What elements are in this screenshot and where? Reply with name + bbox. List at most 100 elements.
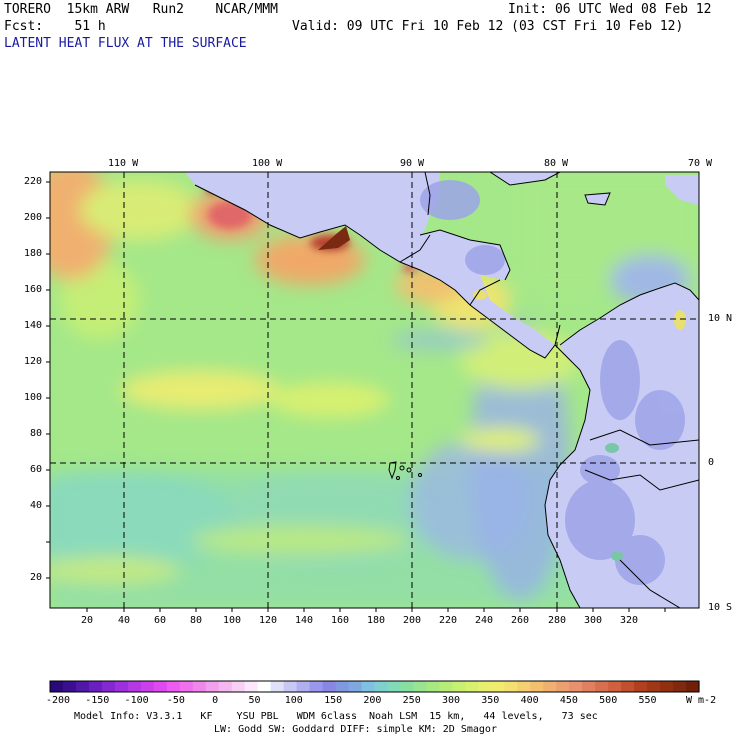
colorbar-swatch — [244, 681, 259, 692]
lon-label-80w: 80 W — [544, 158, 569, 169]
x-tick-label: 60 — [154, 615, 167, 626]
colorbar-swatch — [114, 681, 129, 692]
colorbar-units: W m-2 — [686, 695, 717, 706]
x-tick-label: 300 — [584, 615, 603, 626]
lon-label-70w: 70 W — [688, 158, 713, 169]
map-frame — [49, 171, 700, 609]
valid-time: Valid: 09 UTC Fri 10 Feb 12 (03 CST Fri … — [292, 19, 684, 34]
colorbar-swatch — [348, 681, 363, 692]
colorbar-swatch — [179, 681, 194, 692]
colorbar-swatch — [686, 681, 700, 692]
colorbar-swatch — [465, 681, 479, 692]
colorbar-swatch — [296, 681, 311, 692]
land-texture — [420, 180, 685, 585]
x-tick-label: 280 — [548, 615, 567, 626]
colorbar-label: 150 — [324, 695, 343, 706]
colorbar-swatch — [218, 681, 233, 692]
colorbar-swatch — [361, 681, 376, 692]
lat-lon-grid — [50, 172, 699, 608]
colorbar-swatch — [478, 681, 492, 692]
colorbar-swatch — [491, 681, 505, 692]
colorbar-swatch — [50, 681, 64, 692]
colorbar-swatch — [517, 681, 531, 692]
colorbar-swatch — [257, 681, 272, 692]
colorbar-swatch — [322, 681, 337, 692]
lat-label-10n: 10 N — [708, 313, 733, 324]
colorbar-swatch — [673, 681, 687, 692]
y-tick-label: 100 — [24, 392, 43, 403]
colorbar-label: 100 — [284, 695, 303, 706]
colorbar-swatch — [101, 681, 116, 692]
colorbar-swatch — [426, 681, 440, 692]
colorbar-swatch — [530, 681, 544, 692]
x-tick-label: 40 — [118, 615, 131, 626]
colorbar-label: -150 — [85, 695, 110, 706]
x-tick-label: 160 — [331, 615, 350, 626]
model-title: TORERO 15km ARW Run2 NCAR/MMM — [4, 2, 278, 17]
colorbar-swatch — [634, 681, 648, 692]
colorbar-swatch — [647, 681, 661, 692]
colorbar-swatch — [543, 681, 557, 692]
colorbar-swatch — [413, 681, 428, 692]
colorbar-label: -50 — [166, 695, 185, 706]
colorbar-swatch — [205, 681, 220, 692]
y-tick-label: 140 — [24, 320, 43, 331]
colorbar-swatch — [335, 681, 350, 692]
colorbar-swatch — [192, 681, 207, 692]
colorbar-swatch — [153, 681, 168, 692]
forecast-hour: Fcst: 51 h — [4, 19, 106, 34]
colorbar-label: -200 — [45, 695, 71, 706]
colorbar-label: 0 — [212, 695, 219, 706]
y-tick-label: 160 — [24, 284, 43, 295]
colorbar — [49, 680, 700, 693]
axis-ticks — [46, 181, 666, 612]
flux-field — [50, 172, 699, 608]
x-tick-label: 80 — [190, 615, 203, 626]
colorbar-label: 250 — [402, 695, 421, 706]
lat-label-0: 0 — [708, 457, 715, 468]
colorbar-swatch — [582, 681, 596, 692]
colorbar-swatch — [374, 681, 389, 692]
model-info: Model Info: V3.3.1 KF YSU PBL WDM 6class… — [74, 711, 598, 722]
colorbar-label: 200 — [363, 695, 382, 706]
colorbar-swatch — [452, 681, 466, 692]
lat-label-10s: 10 S — [708, 602, 733, 613]
physics-info: LW: Godd SW: Goddard DIFF: simple KM: 2D… — [214, 724, 497, 735]
colorbar-label: 500 — [599, 695, 618, 706]
x-tick-label: 240 — [475, 615, 494, 626]
colorbar-swatch — [140, 681, 155, 692]
y-tick-label: 80 — [30, 428, 43, 439]
coastlines — [194, 172, 699, 608]
colorbar-swatch — [439, 681, 453, 692]
y-tick-label: 220 — [24, 176, 43, 187]
x-tick-label: 120 — [259, 615, 278, 626]
x-tick-label: 180 — [367, 615, 386, 626]
x-tick-label: 320 — [620, 615, 639, 626]
colorbar-label: 350 — [481, 695, 500, 706]
colorbar-swatch — [62, 681, 77, 692]
x-tick-label: 260 — [511, 615, 530, 626]
y-tick-label: 60 — [30, 464, 43, 475]
lon-label-100w: 100 W — [252, 158, 283, 169]
x-tick-label: 220 — [439, 615, 458, 626]
colorbar-label: 550 — [638, 695, 657, 706]
x-tick-label: 20 — [81, 615, 94, 626]
colorbar-label: 50 — [248, 695, 261, 706]
colorbar-label: -100 — [124, 695, 149, 706]
colorbar-swatch — [270, 681, 285, 692]
lon-label-110w: 110 W — [108, 158, 139, 169]
colorbar-label: 300 — [441, 695, 461, 706]
colorbar-swatch — [504, 681, 518, 692]
colorbar-label: 450 — [559, 695, 578, 706]
colorbar-border — [49, 680, 700, 693]
colorbar-swatch — [556, 681, 570, 692]
colorbar-swatch — [400, 681, 415, 692]
x-tick-label: 100 — [223, 615, 242, 626]
colorbar-swatch — [595, 681, 609, 692]
colorbar-swatch — [88, 681, 103, 692]
colorbar-label: 400 — [520, 695, 539, 706]
x-tick-label: 200 — [403, 615, 422, 626]
colorbar-swatch — [660, 681, 674, 692]
y-tick-label: 200 — [24, 212, 43, 223]
